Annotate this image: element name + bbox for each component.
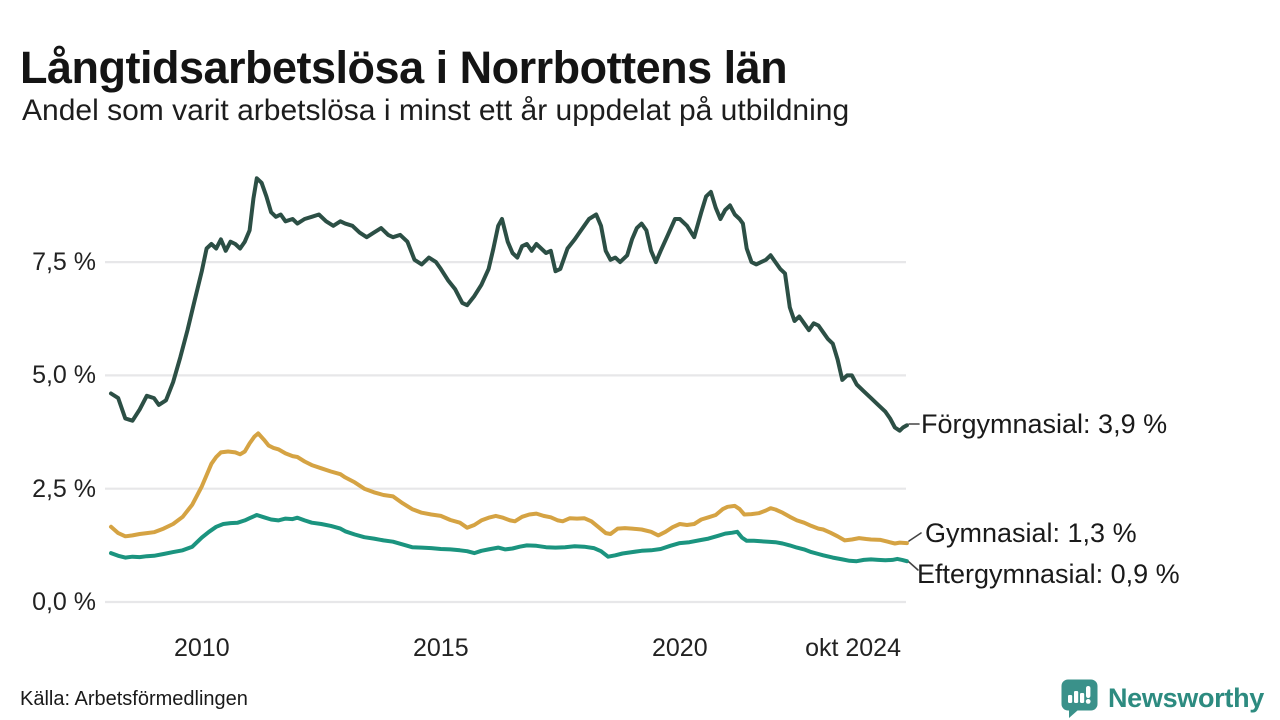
chart-subtitle: Andel som varit arbetslösa i minst ett å… [22,94,850,127]
y-axis-tick-2-5: 2,5 % [32,474,96,503]
source-attribution: Källa: Arbetsförmedlingen [20,688,248,710]
x-axis-tick-okt-2024: okt 2024 [805,634,901,662]
series-label-gymnasial: Gymnasial: 1,3 % [925,518,1137,548]
series-label-eftergymnasial: Eftergymnasial: 0,9 % [917,559,1180,589]
x-axis-tick-2020: 2020 [652,634,708,662]
y-axis-tick-7-5: 7,5 % [32,248,96,277]
y-axis-tick-0-0: 0,0 % [32,588,96,616]
x-axis-tick-2010: 2010 [174,634,230,662]
chart-title: Långtidsarbetslösa i Norrbottens län [20,42,788,94]
series-label-forgymnasial: Förgymnasial: 3,9 % [921,409,1168,439]
newsworthy-brand-name: Newsworthy [1107,683,1264,713]
y-axis-tick-5-0: 5,0 % [32,361,96,390]
newsworthy-brand: Newsworthy [1060,678,1264,719]
newsworthy-logo-icon [1060,678,1099,719]
x-axis-tick-2015: 2015 [413,634,469,662]
